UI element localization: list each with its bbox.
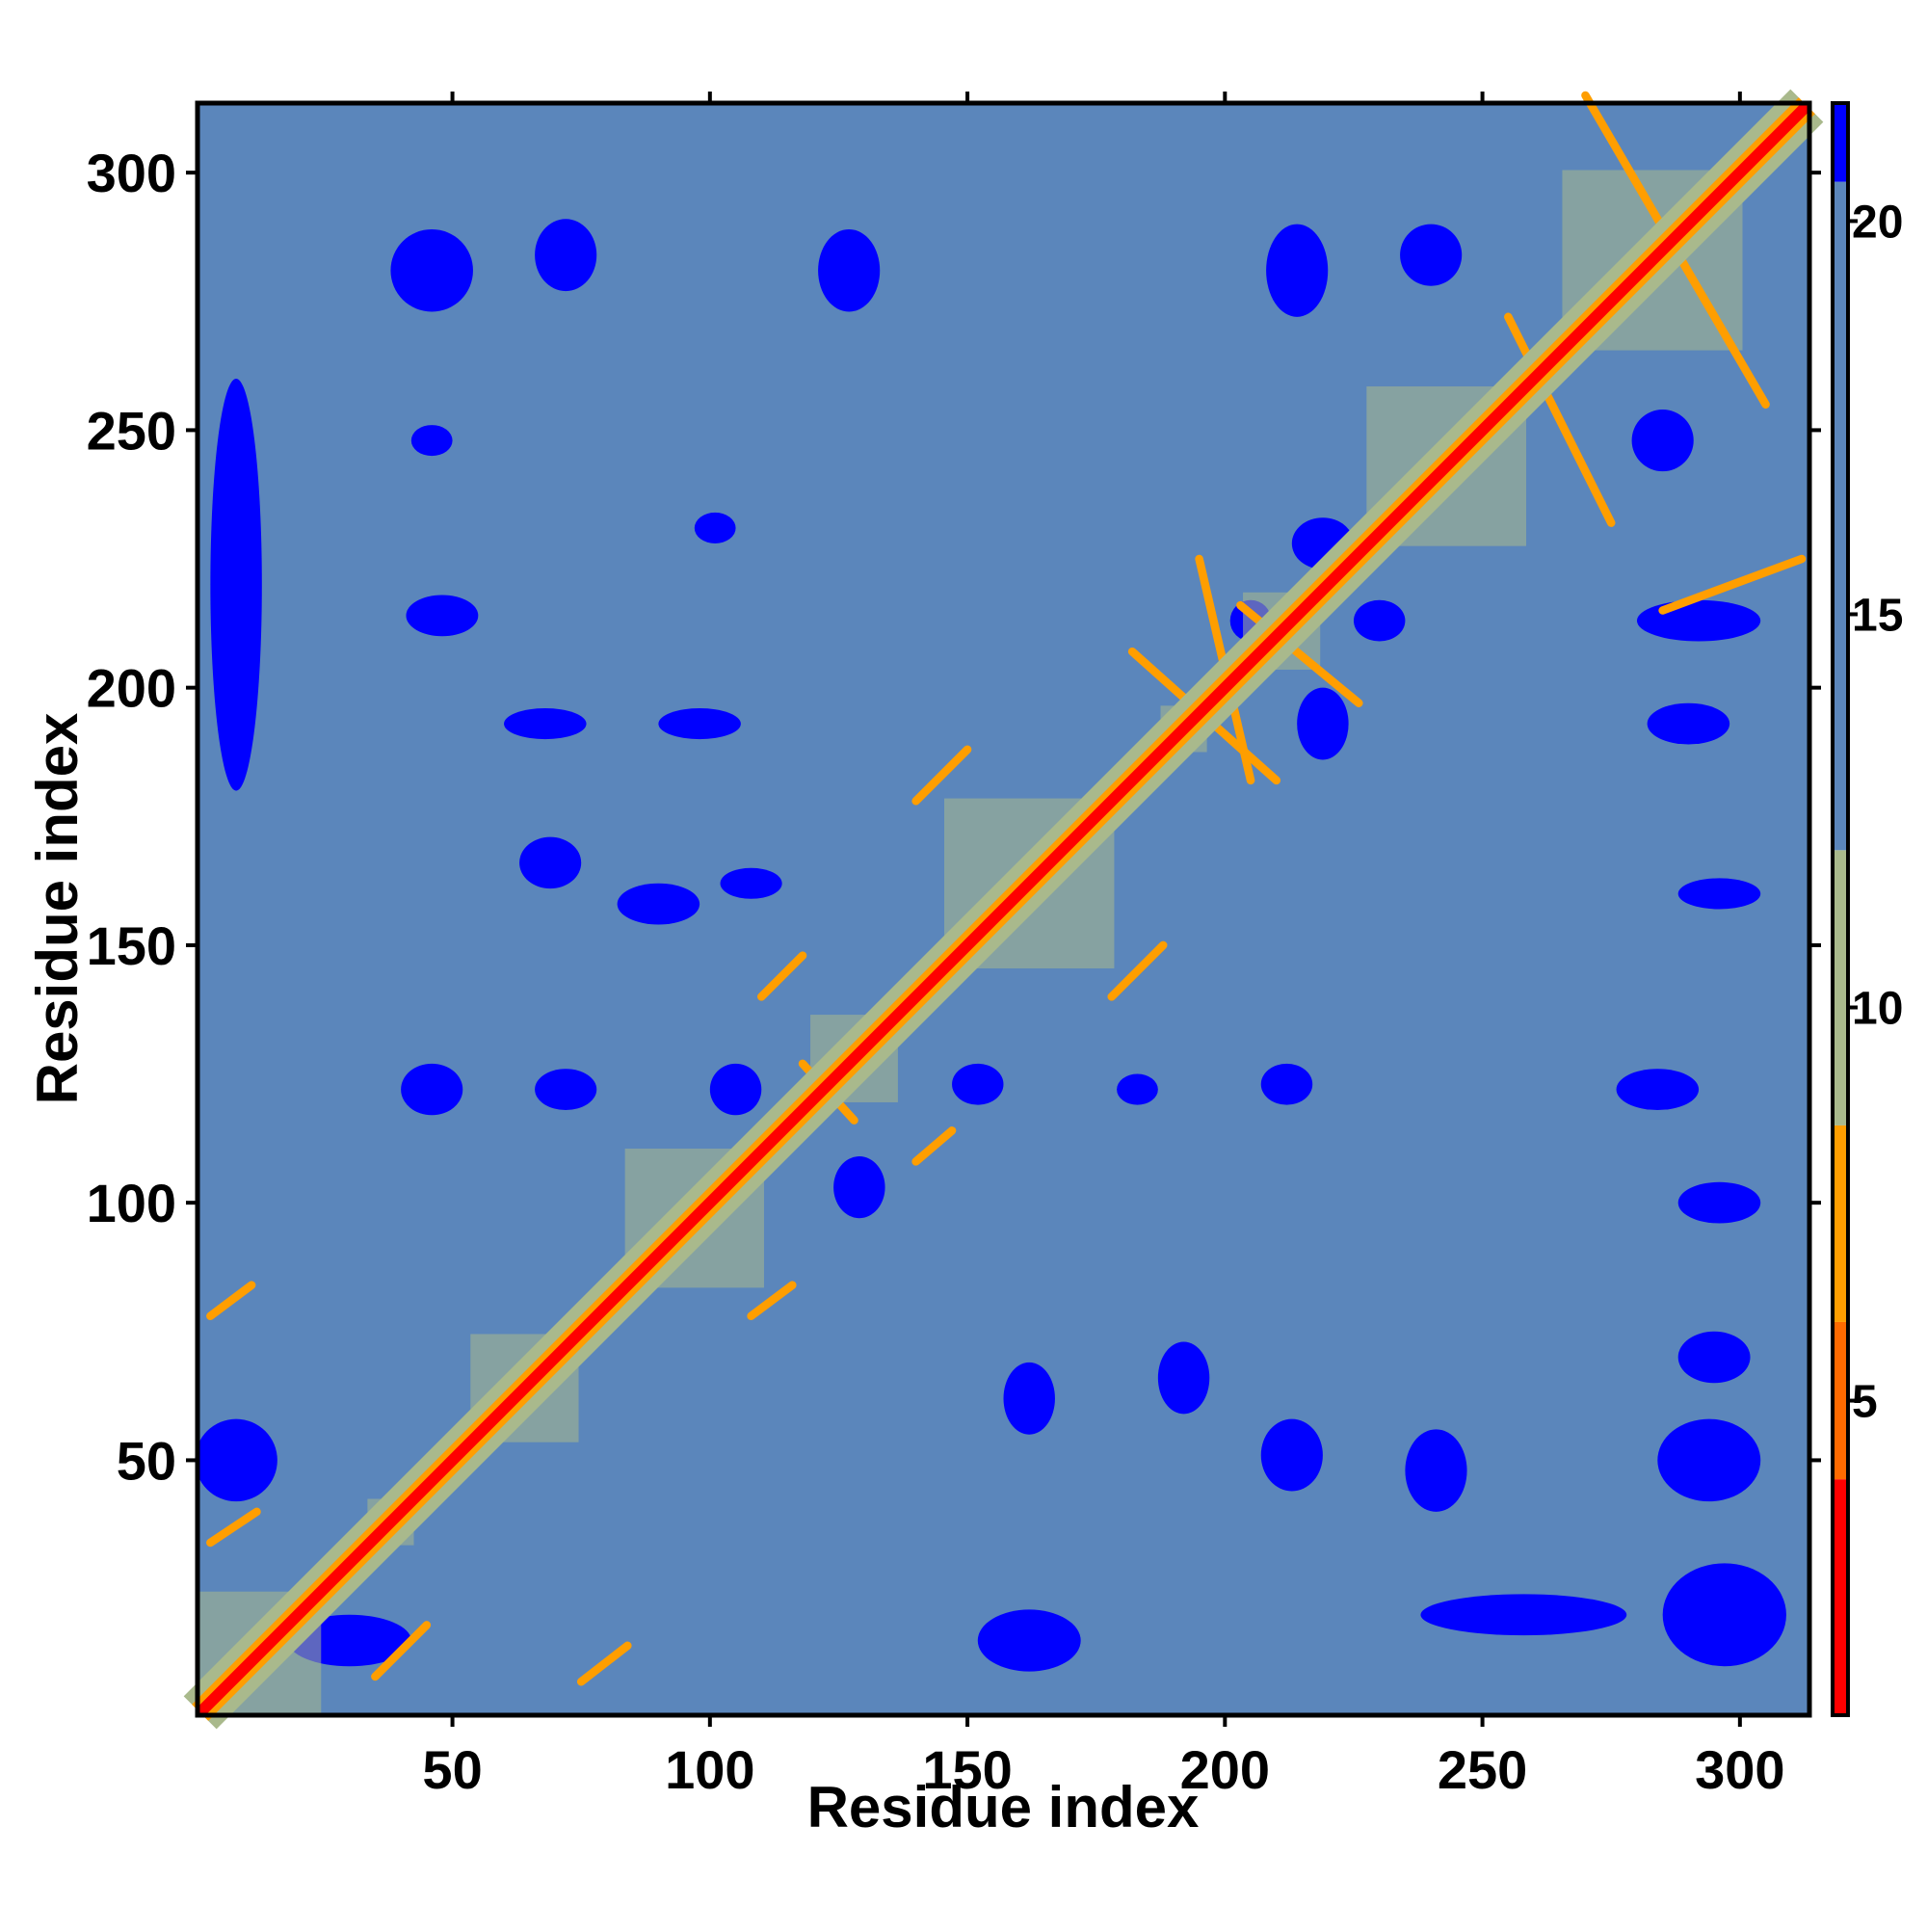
far-contact-region xyxy=(1616,1069,1700,1110)
strand-contact-line xyxy=(206,1281,256,1321)
colorbar-segment xyxy=(1833,103,1848,182)
colorbar-tick-label: 15 xyxy=(1852,590,1903,641)
x-tick-label: 200 xyxy=(1180,1739,1270,1800)
y-axis-ticks: 50 100 150 200 250 300 xyxy=(87,143,1821,1491)
far-contact-region xyxy=(535,1069,597,1110)
far-contact-region xyxy=(694,512,736,544)
strand-contact-line xyxy=(747,1281,797,1321)
colorbar-segment xyxy=(1833,1321,1848,1480)
colorbar-tick-label: 10 xyxy=(1852,984,1903,1035)
far-contact-region xyxy=(952,1063,1004,1105)
far-contact-region xyxy=(210,378,262,791)
far-contact-region xyxy=(1353,599,1406,642)
y-tick-label: 100 xyxy=(87,1173,176,1233)
x-axis-ticks: 50 100 150 200 250 300 xyxy=(422,92,1785,1800)
far-contact-region xyxy=(977,1609,1081,1672)
plot-frame xyxy=(195,100,1812,1718)
far-contact-region xyxy=(504,708,587,740)
y-tick-label: 300 xyxy=(87,143,176,203)
strand-contact-line xyxy=(911,1126,957,1166)
x-tick-label: 300 xyxy=(1695,1739,1784,1800)
far-contact-region xyxy=(410,425,453,457)
strand-contact-line xyxy=(911,745,972,806)
colorbar: 5 10 15 20 xyxy=(1831,101,1903,1717)
far-contact-region xyxy=(1657,1418,1761,1502)
far-contact-region xyxy=(617,883,700,925)
colorbar-segment xyxy=(1833,850,1848,1125)
x-axis-title: Residue index xyxy=(807,1775,1200,1839)
far-contact-region xyxy=(390,228,473,312)
far-contact-region xyxy=(195,1418,277,1502)
far-contact-region xyxy=(1662,1563,1786,1667)
strand-contact-line xyxy=(1504,312,1616,527)
far-contact-region xyxy=(720,867,782,899)
far-contact-region xyxy=(401,1063,463,1116)
x-tick-label: 100 xyxy=(665,1739,754,1800)
y-axis-title: Residue index xyxy=(25,713,90,1105)
colorbar-segment xyxy=(1833,181,1848,851)
far-contact-region xyxy=(1297,687,1349,760)
far-contact-region xyxy=(1405,1429,1467,1512)
heatmap-layer xyxy=(183,89,1824,1730)
colorbar-tick-label: 20 xyxy=(1852,197,1903,248)
far-contact-region xyxy=(1420,1594,1627,1636)
strand-contact-line xyxy=(1658,554,1807,615)
colorbar-segment xyxy=(1833,1125,1848,1322)
far-contact-region xyxy=(519,836,582,889)
far-contact-region xyxy=(1260,1418,1323,1492)
far-contact-region xyxy=(406,595,479,637)
y-tick-label: 150 xyxy=(87,915,176,976)
far-contact-region xyxy=(1003,1362,1055,1435)
y-tick-label: 250 xyxy=(87,400,176,461)
strand-contact-line xyxy=(757,951,807,1001)
colorbar-segment xyxy=(1833,1479,1848,1715)
far-contact-region xyxy=(1677,878,1761,910)
y-tick-label: 200 xyxy=(87,658,176,719)
far-contact-region xyxy=(1677,1331,1751,1384)
far-contact-region xyxy=(1260,1063,1313,1105)
far-contact-region xyxy=(709,1063,762,1116)
far-contact-region xyxy=(833,1156,885,1219)
far-contact-region xyxy=(1636,599,1761,642)
far-contact-region xyxy=(1677,1181,1761,1224)
far-contact-region xyxy=(535,219,597,292)
strand-contact-line xyxy=(576,1641,632,1686)
far-contact-region xyxy=(1117,1073,1158,1105)
strand-contact-line xyxy=(1107,940,1168,1001)
far-contact-region xyxy=(1647,702,1730,745)
far-contact-region xyxy=(1400,224,1463,286)
x-tick-label: 50 xyxy=(422,1739,482,1800)
colorbar-tick-label: 5 xyxy=(1852,1377,1878,1428)
y-tick-label: 50 xyxy=(117,1430,176,1491)
strand-contact-line xyxy=(206,1507,261,1548)
far-contact-region xyxy=(658,708,741,740)
far-contact-region xyxy=(1631,410,1694,472)
far-contact-region xyxy=(1266,224,1329,317)
x-tick-label: 150 xyxy=(922,1739,1012,1800)
diagonal-line xyxy=(196,101,1811,1717)
colorbar-frame xyxy=(1831,101,1850,1717)
strand-contact-line xyxy=(371,1621,432,1681)
far-contact-region xyxy=(1157,1341,1210,1415)
far-contact-region xyxy=(818,228,881,312)
x-tick-label: 250 xyxy=(1438,1739,1527,1800)
